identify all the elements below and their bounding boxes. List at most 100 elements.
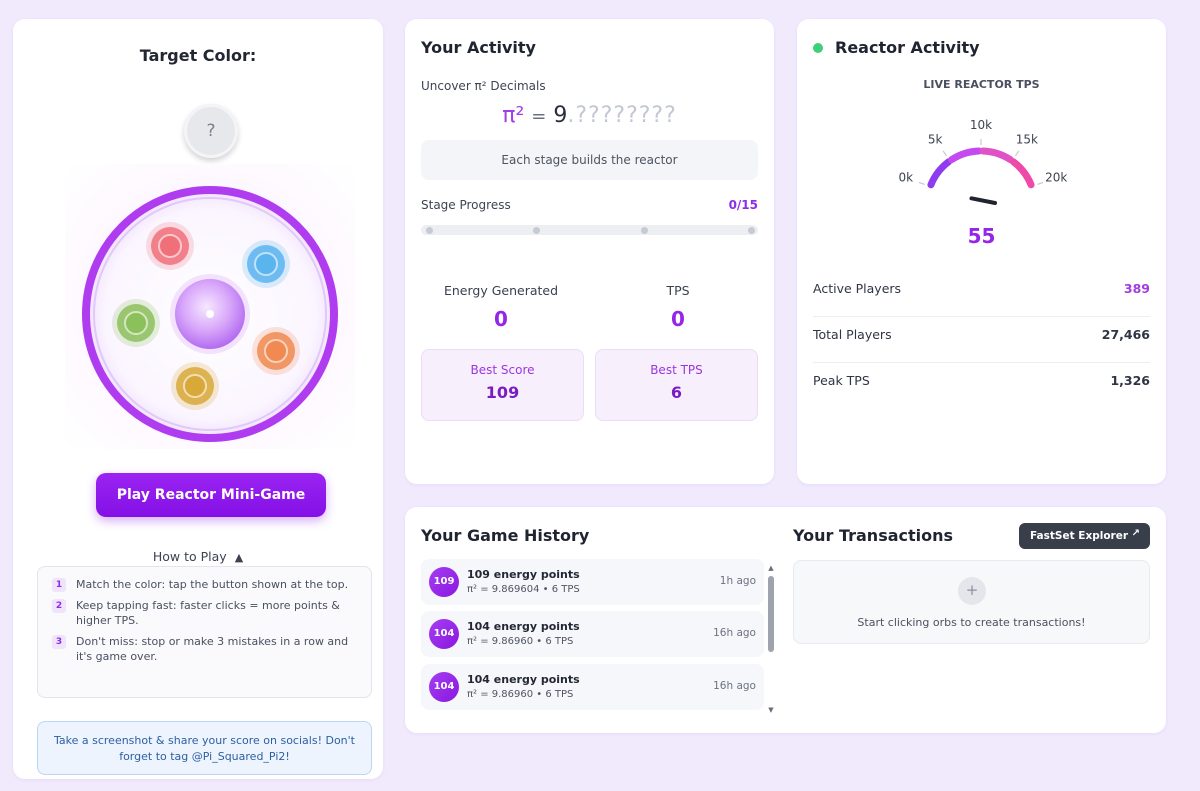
tps-value: 0 [671,307,685,331]
best-score-label: Best Score [470,363,535,377]
history-item-detail: π² = 9.86960 • 6 TPS [467,689,574,700]
energy-value: 0 [494,307,508,331]
tps-label: TPS [666,283,690,298]
rule-number: 1 [52,578,66,592]
gauge-labels: 0k 5k 10k 15k 20k [899,118,1068,185]
transactions-empty-state: + Start clicking orbs to create transact… [793,560,1150,644]
color-orbs[interactable] [112,222,300,410]
peak-tps-label: Peak TPS [813,373,870,388]
active-players-value: 389 [1123,281,1150,296]
history-panel: Your Game History 109 109 energy points … [405,507,1166,733]
gauge-tick [942,150,948,157]
gauge-tick-label: 10k [970,118,992,132]
play-minigame-button[interactable]: Play Reactor Mini-Game [96,473,326,517]
active-players-label: Active Players [813,281,902,296]
stage-progress-count: 0/15 [728,198,758,212]
rule-text: Don't miss: stop or make 3 mistakes in a… [76,635,349,663]
game-panel: Target Color: ? Play [13,19,383,779]
gauge-tick [1014,150,1020,157]
rule-text: Keep tapping fast: faster clicks = more … [76,599,340,627]
pi-hidden-decimals: .???????? [567,103,677,128]
total-players-row: Total Players 27,466 [813,317,1150,363]
energy-label: Energy Generated [443,283,559,298]
how-to-play-label: How to Play [152,549,227,564]
target-color-title: Target Color: [139,46,257,65]
tps-gauge: 0k 5k 10k 15k 20k [899,118,1068,205]
score-badge: 104 [429,672,459,702]
fastset-explorer-label: FastSet Explorer [1030,530,1129,542]
activity-panel: Your Activity Uncover π² Decimals π² = 9… [405,19,774,484]
pi-integer: 9 [553,103,568,128]
gauge-tick-label: 0k [899,171,914,185]
peak-tps-row: Peak TPS 1,326 [813,363,1150,409]
gauge-segment [948,147,983,164]
how-to-play-toggle[interactable]: How to Play ▲ [13,549,383,564]
chevron-up-icon: ▲ [234,551,244,564]
rules-list: 1 Match the color: tap the button shown … [37,566,372,698]
orange-orb[interactable] [252,327,300,375]
history-item[interactable]: 109 109 energy points π² = 9.869604 • 6 … [421,559,764,605]
fastset-explorer-button[interactable]: FastSet Explorer ↗ [1019,523,1150,549]
best-tps-value: 6 [670,383,683,402]
gauge-tick-label: 5k [928,132,943,146]
scroll-up-icon[interactable]: ▲ [768,564,774,572]
score-badge: 109 [429,567,459,597]
history-item-time: 1h ago [719,575,756,587]
transactions-empty-text: Start clicking orbs to create transactio… [857,616,1086,629]
gauge-tick-label: 15k [1016,132,1038,146]
yellow-orb[interactable] [171,362,219,410]
history-item-title: 104 energy points [467,620,580,633]
pi-equation: π² = 9.???????? [405,103,774,128]
stage-marker [533,227,540,234]
green-orb[interactable] [112,299,160,347]
gauge-ticks [918,139,1044,186]
best-tps-label: Best TPS [650,363,703,377]
gauge-arc [927,147,1035,189]
best-score-box: Best Score 109 [421,349,584,421]
best-tps-box: Best TPS 6 [595,349,758,421]
stage-marker [426,227,433,234]
history-item-time: 16h ago [713,680,756,692]
gauge-segment [1009,158,1035,189]
rule-text: Match the color: tap the button shown at… [76,578,349,591]
gauge-segment [979,147,1014,164]
scroll-down-icon[interactable]: ▼ [768,706,774,714]
gauge-segment [927,158,953,189]
red-orb[interactable] [146,222,194,270]
reactor-orb-board [65,164,355,449]
history-item-title: 104 energy points [467,673,580,686]
gauge-needle [969,196,997,205]
target-color-swatch: ? [184,104,238,158]
stage-message: Each stage builds the reactor [421,140,758,180]
transactions-title: Your Transactions [793,526,954,545]
history-item-title: 109 energy points [467,568,580,581]
rule-number: 2 [52,599,66,613]
pi-decimals-label: Uncover π² Decimals [421,79,546,93]
external-link-icon: ↗ [1131,528,1140,539]
history-item[interactable]: 104 104 energy points π² = 9.86960 • 6 T… [421,611,764,657]
blue-orb[interactable] [242,240,290,288]
pi-symbol: π² [502,103,525,128]
activity-title: Your Activity [421,38,536,57]
reactor-panel: Reactor Activity LIVE REACTOR TPS 0k 5k 10… [797,19,1166,484]
scrollbar-thumb[interactable] [768,576,774,652]
peak-tps-value: 1,326 [1110,373,1150,388]
reactor-ring [82,186,338,442]
live-tps-value: 55 [967,224,996,248]
total-players-label: Total Players [813,327,892,342]
best-score-value: 109 [485,383,520,402]
pi-equals: = [531,106,547,127]
stage-marker [641,227,648,234]
reactor-title: Reactor Activity [835,38,980,57]
rule-item: 1 Match the color: tap the button shown … [52,577,359,592]
rule-item: 2 Keep tapping fast: faster clicks = mor… [52,598,359,628]
gauge-tick [918,181,925,186]
score-badge: 104 [429,619,459,649]
history-item-detail: π² = 9.869604 • 6 TPS [467,584,580,595]
game-history-list[interactable]: 109 109 energy points π² = 9.869604 • 6 … [421,559,764,717]
history-scrollbar[interactable]: ▲ ▼ [767,564,775,714]
history-item[interactable]: 104 104 energy points π² = 9.86960 • 6 T… [421,664,764,710]
stage-marker [748,227,755,234]
rule-number: 3 [52,635,66,649]
history-item-detail: π² = 9.86960 • 6 TPS [467,636,574,647]
